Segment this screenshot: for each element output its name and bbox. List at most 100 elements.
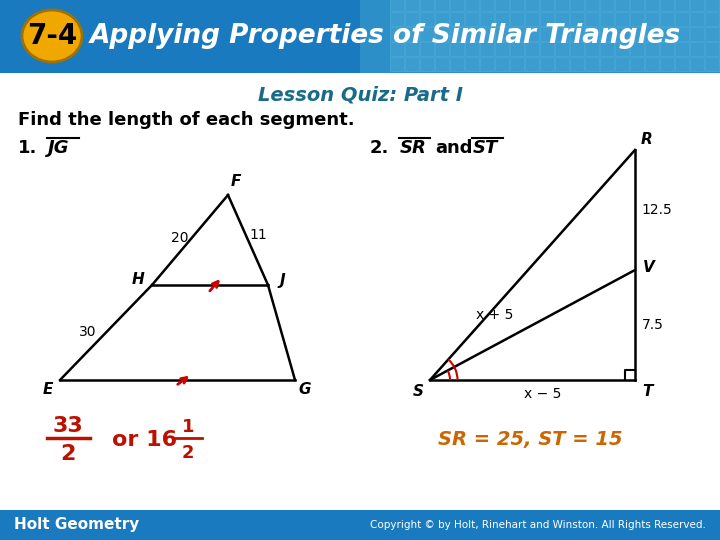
Bar [465,0,479,11]
Text: x + 5: x + 5 [476,308,513,322]
Bar [615,57,629,71]
Bar [405,42,419,56]
Bar [0,0,720,73]
Text: Lesson Quiz: Part I: Lesson Quiz: Part I [258,85,462,105]
Bar [420,57,434,71]
Bar [510,12,524,26]
Bar [420,0,434,11]
Bar [495,42,509,56]
Bar [645,57,659,71]
Bar [450,0,464,11]
Text: 7.5: 7.5 [642,318,664,332]
Bar [450,42,464,56]
Bar [570,27,584,41]
Ellipse shape [22,10,82,62]
Text: SR = 25, ST = 15: SR = 25, ST = 15 [438,430,622,449]
Bar [690,27,704,41]
Bar [510,0,524,11]
Text: 2.: 2. [370,139,390,157]
Bar [615,12,629,26]
Bar [480,57,494,71]
Bar [600,27,614,41]
Bar [390,27,404,41]
Bar [540,42,554,56]
Text: Applying Properties of Similar Triangles: Applying Properties of Similar Triangles [90,23,681,49]
Bar [0,510,720,540]
Bar [510,42,524,56]
Bar [435,27,449,41]
Bar [510,27,524,41]
Bar [435,42,449,56]
Bar [435,57,449,71]
Bar [705,27,719,41]
Bar [675,27,689,41]
Text: S: S [413,384,423,400]
Bar [645,0,659,11]
Bar [450,12,464,26]
Bar [555,42,569,56]
Bar [705,0,719,11]
Bar [435,12,449,26]
Bar [570,12,584,26]
Bar [495,0,509,11]
Bar [405,0,419,11]
Bar [420,12,434,26]
Bar [600,42,614,56]
Text: 33: 33 [53,416,84,436]
Bar [480,0,494,11]
Bar [690,12,704,26]
Bar [585,12,599,26]
Bar [660,27,674,41]
Bar [540,12,554,26]
Bar [630,42,644,56]
Bar [495,57,509,71]
Bar [480,27,494,41]
Text: 7-4: 7-4 [27,22,77,50]
Bar [660,42,674,56]
Bar [405,57,419,71]
Bar [600,57,614,71]
Bar [705,57,719,71]
Bar [570,0,584,11]
Bar [450,57,464,71]
Text: JG: JG [48,139,70,157]
Text: T: T [642,384,652,400]
Bar [495,12,509,26]
Bar [525,57,539,71]
Bar [690,57,704,71]
Text: R: R [641,132,653,147]
Bar [600,0,614,11]
Bar [690,42,704,56]
Bar [555,0,569,11]
Bar [660,57,674,71]
Text: 1.: 1. [18,139,37,157]
Bar [405,27,419,41]
Bar [675,57,689,71]
Bar [705,12,719,26]
Text: F: F [231,173,241,188]
Text: and: and [435,139,472,157]
Bar [510,57,524,71]
Text: 12.5: 12.5 [642,203,672,217]
Bar [690,0,704,11]
Text: 2: 2 [60,444,76,464]
Bar [585,57,599,71]
Bar [495,27,509,41]
Bar [405,12,419,26]
Bar [630,57,644,71]
Bar [585,42,599,56]
Bar [525,0,539,11]
Bar [390,12,404,26]
Bar [645,12,659,26]
Text: Holt Geometry: Holt Geometry [14,517,139,532]
Text: Copyright © by Holt, Rinehart and Winston. All Rights Reserved.: Copyright © by Holt, Rinehart and Winsto… [370,520,706,530]
Bar [465,42,479,56]
Bar [390,57,404,71]
Bar [600,12,614,26]
Bar [450,27,464,41]
Bar [420,42,434,56]
Bar [480,42,494,56]
Text: J: J [279,273,285,287]
Text: or 16: or 16 [112,430,177,450]
Bar [555,57,569,71]
